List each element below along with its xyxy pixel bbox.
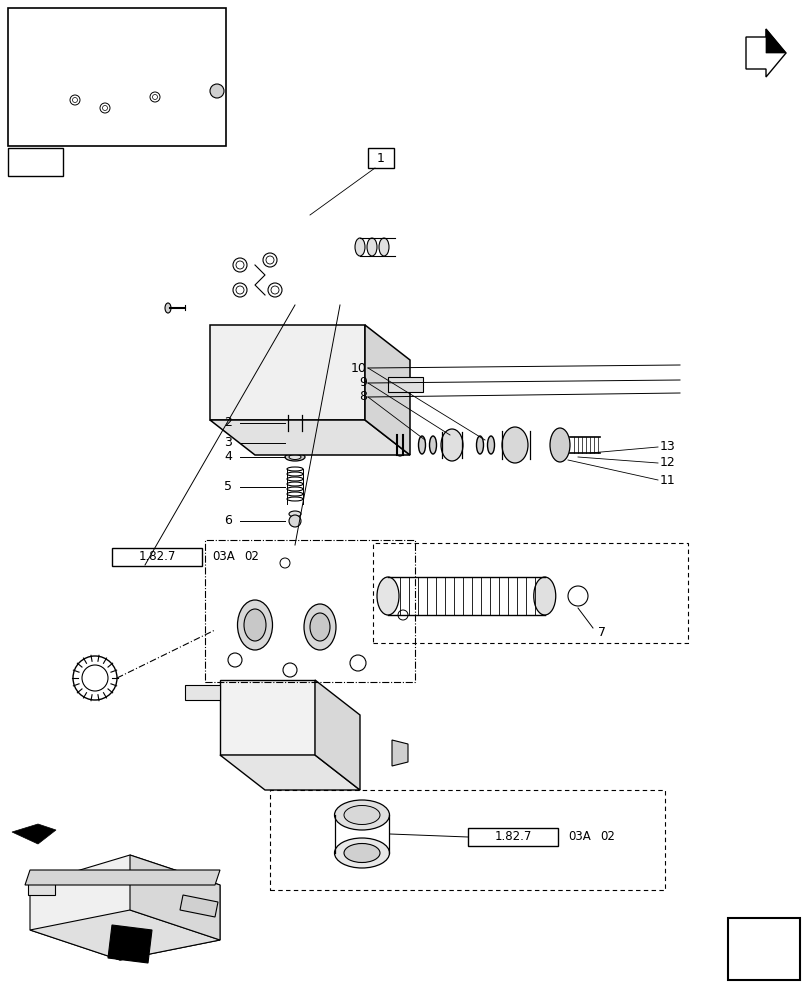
Ellipse shape	[533, 577, 555, 615]
Ellipse shape	[237, 600, 272, 650]
Ellipse shape	[393, 434, 406, 456]
Polygon shape	[108, 925, 152, 963]
Bar	[467, 828, 557, 846]
Ellipse shape	[334, 800, 389, 830]
Text: 9: 9	[358, 376, 367, 389]
Text: 2: 2	[224, 416, 232, 430]
Bar	[8, 8, 225, 146]
Ellipse shape	[310, 613, 329, 641]
Ellipse shape	[288, 427, 302, 435]
Text: 02: 02	[243, 550, 259, 564]
Text: 11: 11	[659, 474, 675, 487]
Ellipse shape	[549, 428, 569, 462]
Ellipse shape	[476, 436, 483, 454]
Text: 1: 1	[376, 152, 384, 165]
Ellipse shape	[290, 441, 299, 445]
Polygon shape	[30, 855, 220, 960]
Text: 02: 02	[599, 830, 614, 843]
Polygon shape	[30, 910, 220, 960]
Polygon shape	[365, 325, 410, 455]
Polygon shape	[220, 680, 315, 755]
Ellipse shape	[285, 440, 303, 446]
Ellipse shape	[418, 436, 425, 454]
Bar	[270, 790, 664, 890]
Ellipse shape	[379, 238, 388, 256]
Bar	[112, 548, 202, 566]
Circle shape	[210, 84, 224, 98]
Ellipse shape	[440, 429, 462, 461]
Circle shape	[289, 515, 301, 527]
Ellipse shape	[303, 604, 336, 650]
Text: 03A: 03A	[568, 830, 590, 843]
Polygon shape	[220, 755, 359, 790]
Polygon shape	[765, 29, 785, 53]
Text: 5: 5	[224, 481, 232, 493]
Ellipse shape	[243, 609, 266, 641]
Ellipse shape	[344, 843, 380, 862]
Ellipse shape	[376, 577, 398, 615]
Ellipse shape	[289, 511, 301, 517]
Ellipse shape	[165, 303, 171, 313]
Polygon shape	[185, 685, 220, 700]
Ellipse shape	[285, 453, 305, 461]
Polygon shape	[745, 29, 785, 77]
Text: 10: 10	[350, 361, 367, 374]
Polygon shape	[210, 420, 410, 455]
Polygon shape	[388, 377, 423, 392]
Ellipse shape	[288, 411, 302, 419]
Text: 1.82.7: 1.82.7	[138, 550, 175, 564]
Polygon shape	[392, 740, 407, 766]
Ellipse shape	[501, 427, 527, 463]
Bar	[367, 148, 393, 168]
Bar	[204, 540, 414, 682]
Polygon shape	[210, 325, 365, 420]
Bar	[372, 543, 687, 643]
Text: 6: 6	[224, 514, 232, 528]
Text: 4: 4	[224, 450, 232, 464]
Text: 03A: 03A	[212, 550, 234, 564]
Ellipse shape	[367, 238, 376, 256]
Text: 1.82.7: 1.82.7	[494, 830, 531, 843]
Ellipse shape	[334, 838, 389, 868]
Text: 7: 7	[597, 626, 605, 640]
Polygon shape	[28, 882, 55, 895]
Polygon shape	[180, 895, 217, 917]
Text: 12: 12	[659, 456, 675, 470]
Polygon shape	[25, 870, 220, 885]
Bar	[8, 148, 63, 176]
Polygon shape	[130, 855, 220, 940]
Ellipse shape	[354, 238, 365, 256]
Bar	[727, 918, 799, 980]
Ellipse shape	[487, 436, 494, 454]
Text: 3: 3	[224, 436, 232, 450]
Ellipse shape	[429, 436, 436, 454]
Text: 8: 8	[358, 390, 367, 403]
Polygon shape	[12, 824, 56, 844]
Ellipse shape	[289, 454, 301, 460]
Polygon shape	[315, 680, 359, 790]
Text: 13: 13	[659, 440, 675, 454]
Ellipse shape	[344, 805, 380, 824]
